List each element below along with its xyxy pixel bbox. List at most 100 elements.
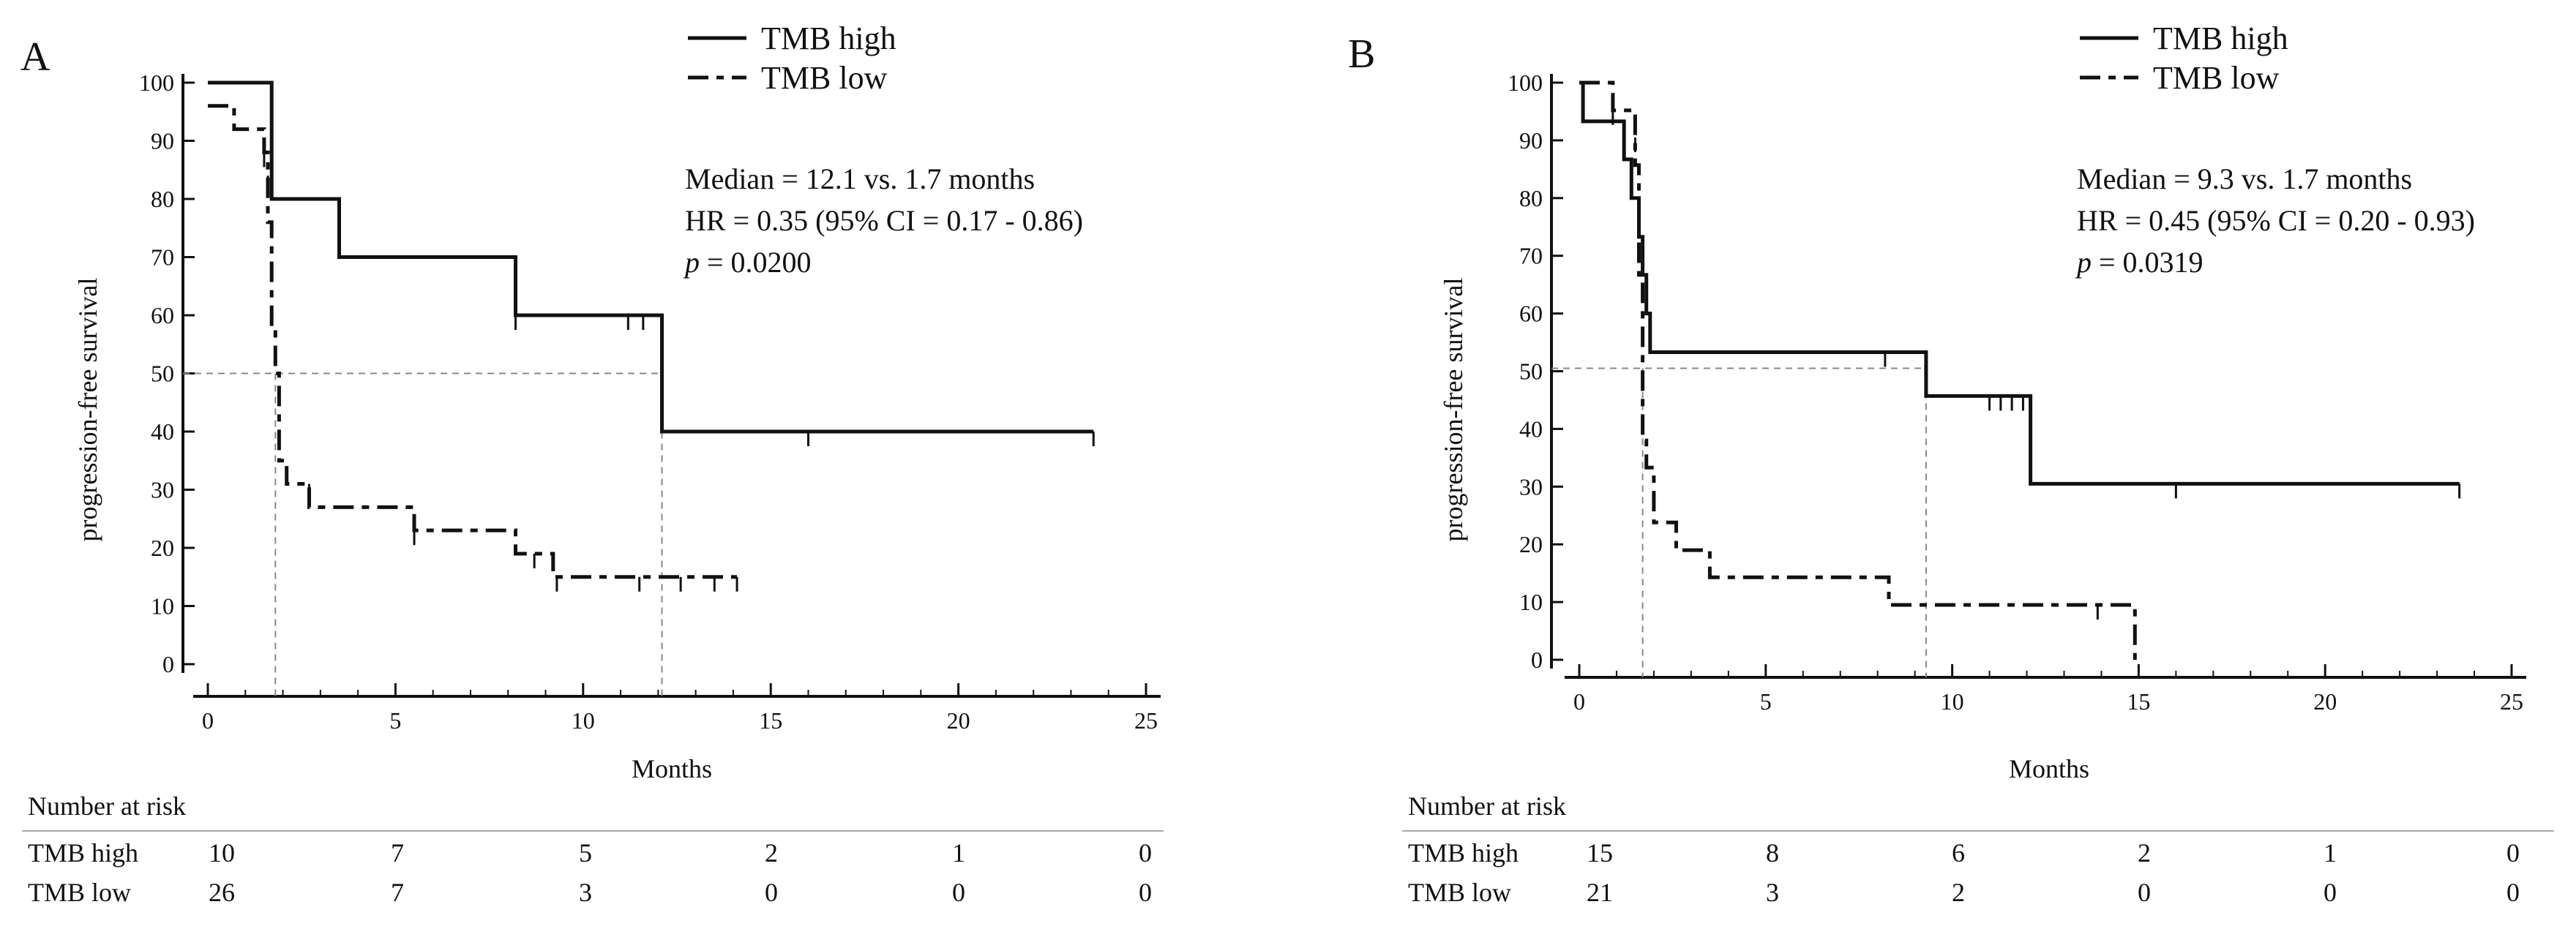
y-tick-label: 10 [151, 593, 174, 620]
risk-value: 0 [2506, 838, 2520, 868]
x-tick-label: 20 [2313, 688, 2337, 715]
y-tick-label: 80 [151, 186, 174, 212]
y-tick-label: 100 [1508, 69, 1543, 96]
risk-table-title: Number at risk [1408, 791, 1566, 821]
risk-value: 1 [2324, 838, 2337, 868]
risk-row-label: TMB low [28, 878, 131, 907]
x-tick-label: 10 [572, 707, 595, 734]
risk-value: 21 [1587, 878, 1613, 907]
y-tick-label: 0 [1531, 647, 1543, 673]
risk-value: 26 [209, 878, 235, 907]
panel-b-x-axis-title: Months [2009, 754, 2089, 783]
hr-annotation: HR = 0.45 (95% CI = 0.20 - 0.93) [2077, 204, 2475, 237]
x-tick-label: 25 [1134, 707, 1158, 734]
panel-a-risk-table: Number at risk TMB high TMB low 10 7 5 2 1 02… [22, 791, 1164, 907]
y-tick-label: 30 [1519, 473, 1543, 500]
risk-value: 7 [391, 878, 404, 907]
x-tick-label: 5 [389, 707, 401, 734]
y-tick-label: 80 [1519, 185, 1543, 211]
panel-a-axes: 0 10 20 30 40 50 60 70 80 90 100 0 5 10 15 20 25 [139, 69, 1161, 734]
panel-a-annotations: Median = 12.1 vs. 1.7 months HR = 0.35 (… [683, 162, 1083, 279]
y-tick-label: 70 [1519, 243, 1543, 269]
y-tick-label: 60 [1519, 301, 1543, 327]
panel-a-y-axis-title: progression-free survival [73, 278, 102, 542]
risk-value: 7 [391, 838, 404, 868]
hr-annotation: HR = 0.35 (95% CI = 0.17 - 0.86) [685, 204, 1083, 237]
median-annotation: Median = 9.3 vs. 1.7 months [2077, 162, 2412, 195]
risk-row-label: TMB high [1408, 838, 1519, 868]
x-tick-label: 0 [202, 707, 214, 734]
risk-value: 10 [209, 838, 235, 868]
panel-a-letter: A [20, 34, 50, 80]
risk-row-label: TMB low [1408, 878, 1511, 907]
y-tick-label: 40 [1519, 415, 1543, 442]
risk-value: 0 [765, 878, 778, 907]
legend-label-tmb-high: TMB high [2153, 20, 2288, 56]
y-tick-label: 90 [1519, 127, 1543, 154]
risk-value: 0 [952, 878, 965, 907]
risk-value: 1 [952, 838, 965, 868]
panel-b-series [1579, 80, 2461, 660]
risk-value: 2 [765, 838, 778, 868]
y-tick-label: 20 [151, 535, 174, 561]
series-line-tmb-high [208, 80, 1094, 434]
p-value: = 0.0319 [2092, 246, 2204, 279]
series-line-tmb-low [1579, 80, 2137, 660]
y-tick-label: 50 [1519, 358, 1543, 385]
series-line-tmb-high [1579, 80, 2460, 486]
risk-row-label: TMB high [28, 838, 138, 868]
panel-b-legend: TMB high TMB low [2080, 20, 2288, 96]
risk-value: 8 [1766, 838, 1779, 868]
y-tick-label: 40 [151, 418, 174, 445]
x-tick-label: 15 [2127, 688, 2150, 715]
risk-value: 2 [2138, 838, 2151, 868]
legend-label-tmb-high: TMB high [761, 20, 896, 56]
legend-label-tmb-low: TMB low [2153, 60, 2280, 96]
panel-a-risk-values: 10 7 5 2 1 026 7 3 0 0 0 [209, 838, 1152, 907]
x-tick-label: 25 [2500, 688, 2523, 715]
x-tick-label: 20 [947, 707, 970, 734]
risk-value: 2 [1952, 878, 1965, 907]
p-label: p [2075, 246, 2092, 279]
risk-value: 15 [1587, 838, 1613, 868]
panel-b-risk-values: 15 8 6 2 1 021 3 2 0 0 0 [1587, 838, 2520, 907]
panel-a-median-lines [183, 372, 663, 696]
panel-b-risk-table: Number at risk TMB high TMB low 15 8 6 2 1 02… [1402, 791, 2554, 907]
risk-value: 0 [1139, 838, 1152, 868]
risk-value: 0 [2138, 878, 2151, 907]
y-tick-label: 10 [1519, 589, 1543, 615]
risk-value: 6 [1952, 838, 1965, 868]
x-tick-label: 10 [1941, 688, 1964, 715]
risk-value: 0 [2506, 878, 2520, 907]
y-tick-label: 20 [1519, 531, 1543, 557]
median-annotation: Median = 12.1 vs. 1.7 months [685, 162, 1035, 195]
series-line-tmb-low [208, 104, 737, 579]
panel-b-letter: B [1348, 31, 1375, 77]
p-value: = 0.0200 [700, 246, 812, 279]
p-value-annotation: p = 0.0200 [683, 246, 812, 279]
risk-value: 0 [2324, 878, 2337, 907]
p-value-annotation: p = 0.0319 [2075, 246, 2204, 279]
y-tick-label: 100 [139, 69, 174, 96]
x-tick-label: 0 [1573, 688, 1585, 715]
x-tick-label: 5 [1760, 688, 1772, 715]
panel-b-axes: 0 10 20 30 40 50 60 70 80 90 100 0 5 10 15 20 25 [1508, 69, 2526, 715]
panel-a-series [208, 80, 1095, 592]
y-tick-label: 30 [151, 477, 174, 503]
panel-b-median-lines [1551, 367, 1927, 677]
y-tick-label: 70 [151, 244, 174, 271]
legend-label-tmb-low: TMB low [761, 60, 888, 96]
risk-value: 3 [579, 878, 592, 907]
p-label: p [683, 246, 700, 279]
panel-b-y-axis-title: progression-free survival [1439, 278, 1468, 542]
panel-a-legend: TMB high TMB low [688, 20, 896, 96]
y-tick-label: 0 [162, 651, 174, 677]
risk-value: 3 [1766, 878, 1779, 907]
panel-a-x-axis-title: Months [632, 754, 712, 783]
risk-value: 5 [579, 838, 592, 868]
panel-b-annotations: Median = 9.3 vs. 1.7 months HR = 0.45 (9… [2075, 162, 2475, 279]
risk-table-title: Number at risk [28, 791, 186, 821]
